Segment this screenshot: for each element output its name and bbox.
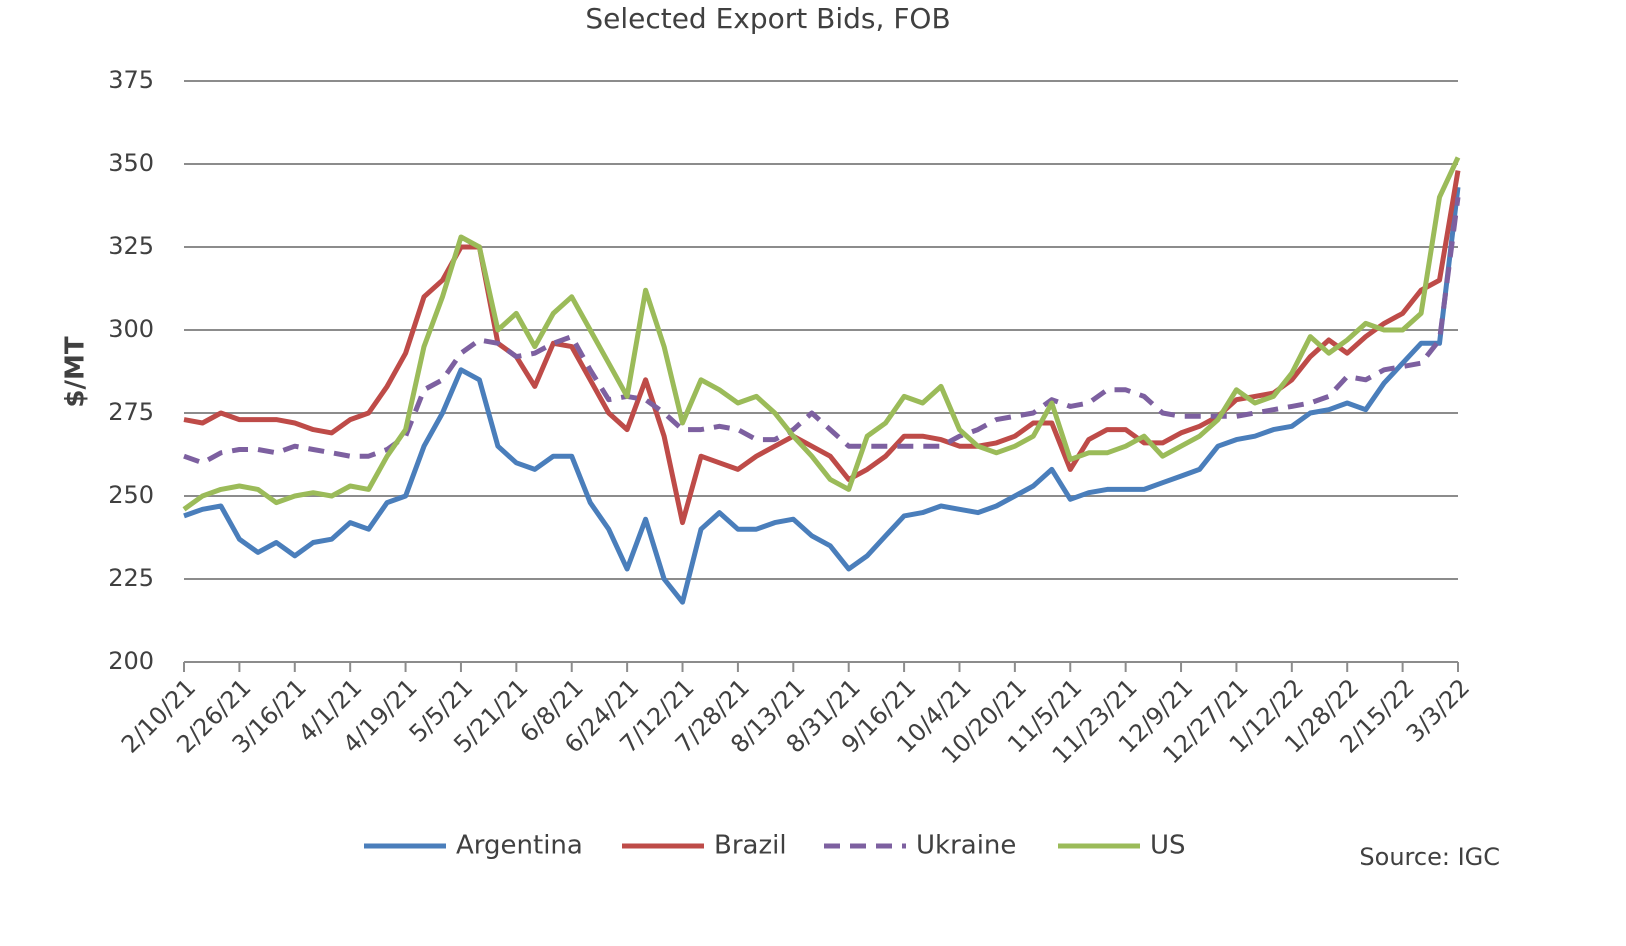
y-tick-label: 300 [108,315,154,343]
y-tick-label: 200 [108,647,154,675]
legend-label: Ukraine [916,831,1016,861]
y-tick-label: 250 [108,481,154,509]
series-line [182,156,1461,512]
y-tick-label: 350 [108,149,154,177]
legend-label: Argentina [456,831,583,861]
chart-title: Selected Export Bids, FOB [585,2,950,35]
y-tick-label: 375 [108,66,154,94]
legend-label: Brazil [714,831,787,861]
source-note: Source: IGC [1359,843,1500,871]
y-axis-label: $/MT [61,336,91,407]
series-line [183,186,1461,605]
y-tick-label: 325 [108,232,154,260]
y-tick-label: 225 [108,564,154,592]
legend-label: US [1150,831,1186,861]
y-tick-label: 275 [108,398,154,426]
x-tick-label: 3/3/22 [1401,673,1475,747]
